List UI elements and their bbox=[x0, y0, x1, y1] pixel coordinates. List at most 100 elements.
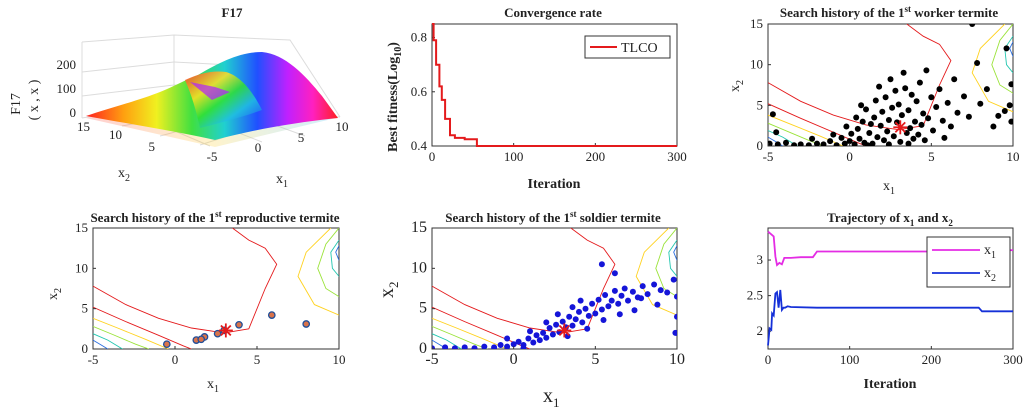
search-point bbox=[944, 99, 951, 106]
search-point bbox=[569, 322, 576, 329]
search-point bbox=[814, 140, 820, 146]
worker-x-label: x1 bbox=[883, 179, 895, 197]
surface-z-tick: 200 bbox=[57, 57, 77, 72]
contour-line bbox=[335, 245, 339, 261]
trajectory-title-text: Trajectory of x1 and x2 bbox=[827, 210, 953, 228]
worker-y-label: x2 bbox=[728, 80, 746, 92]
x-tick-label: 300 bbox=[667, 149, 687, 164]
search-point bbox=[820, 141, 827, 146]
search-point bbox=[951, 76, 958, 83]
search-point bbox=[543, 319, 550, 326]
contour-line bbox=[432, 317, 508, 349]
search-point bbox=[618, 292, 625, 299]
search-point bbox=[898, 112, 905, 119]
surface-z-label-args: ( x , x ) bbox=[27, 79, 42, 120]
x-tick-label: 5 bbox=[254, 352, 261, 367]
surface-y-label: x2 bbox=[118, 166, 130, 184]
search-point bbox=[639, 283, 646, 290]
soldier-y-label-var: x bbox=[376, 288, 398, 298]
search-point bbox=[654, 301, 661, 308]
search-point bbox=[670, 276, 677, 283]
surface-y-ticks: 15 10 5 bbox=[77, 119, 155, 154]
surface-x-tick: -5 bbox=[207, 149, 218, 164]
search-point bbox=[783, 139, 789, 146]
search-point bbox=[910, 135, 917, 142]
surface-x-tick: 0 bbox=[255, 140, 262, 155]
y-tick-label: 0.8 bbox=[411, 30, 427, 45]
y-tick-label: 10 bbox=[750, 57, 763, 72]
reproductive-axes bbox=[92, 227, 340, 350]
convergence-x-label: Iteration bbox=[528, 177, 581, 192]
search-point bbox=[1008, 118, 1013, 125]
reproductive-x-label: x1 bbox=[207, 377, 219, 395]
search-point bbox=[884, 128, 891, 135]
legend-x1-var: x bbox=[984, 243, 991, 258]
contour-line bbox=[317, 228, 339, 297]
search-point bbox=[921, 137, 928, 144]
x-tick-label: 300 bbox=[1003, 352, 1023, 367]
contour-line bbox=[668, 239, 677, 277]
search-point bbox=[939, 117, 946, 124]
reproductive-title: Search history of the 1st reproductive t… bbox=[90, 209, 339, 225]
search-point bbox=[605, 303, 612, 310]
search-point bbox=[864, 142, 871, 146]
search-point bbox=[546, 325, 553, 331]
search-point bbox=[843, 123, 850, 130]
search-point bbox=[674, 313, 677, 320]
search-point bbox=[533, 332, 540, 339]
search-point bbox=[497, 342, 504, 348]
x-tick-label: 10 bbox=[1007, 149, 1020, 164]
search-point bbox=[461, 344, 468, 349]
search-point bbox=[768, 140, 773, 146]
reproductive-contours bbox=[93, 228, 339, 349]
search-point bbox=[887, 76, 894, 83]
search-point bbox=[876, 83, 883, 90]
x-tick-label: 0 bbox=[429, 149, 436, 164]
trajectory-title-part: Trajectory of x bbox=[827, 210, 910, 225]
search-point bbox=[442, 344, 449, 349]
trajectory-title-part: 2 bbox=[948, 218, 953, 228]
search-point bbox=[866, 130, 873, 136]
search-point bbox=[908, 91, 915, 98]
search-point bbox=[549, 331, 556, 338]
search-point bbox=[621, 285, 628, 292]
reproductive-panel: Search history of the 1st reproductive t… bbox=[46, 209, 346, 395]
search-point bbox=[773, 129, 780, 136]
reproductive-points bbox=[162, 311, 311, 349]
search-point bbox=[905, 140, 912, 146]
surface-y-tick: 5 bbox=[149, 139, 156, 154]
search-point bbox=[559, 318, 566, 325]
search-point bbox=[995, 112, 1002, 119]
search-point bbox=[869, 140, 876, 146]
search-point bbox=[1001, 108, 1008, 114]
surface-y-tick: 15 bbox=[77, 119, 90, 134]
search-point bbox=[872, 97, 879, 104]
search-point bbox=[520, 345, 527, 349]
search-point bbox=[879, 108, 886, 115]
search-point bbox=[1008, 81, 1013, 88]
search-point bbox=[827, 138, 834, 145]
trajectory-x-label: Iteration bbox=[864, 377, 917, 392]
x-tick-label: 200 bbox=[922, 352, 942, 367]
contour-line bbox=[1009, 41, 1013, 57]
search-point bbox=[897, 138, 904, 145]
search-point bbox=[651, 281, 658, 288]
soldier-panel: Search history of the 1st soldier termit… bbox=[376, 209, 685, 410]
search-point bbox=[841, 140, 848, 146]
search-point bbox=[928, 94, 935, 101]
search-point bbox=[611, 270, 618, 277]
y-tick-label: 15 bbox=[75, 220, 88, 235]
search-point bbox=[890, 133, 897, 140]
search-point bbox=[867, 121, 874, 127]
search-point bbox=[530, 339, 537, 346]
search-point bbox=[577, 297, 584, 304]
search-point bbox=[540, 329, 547, 336]
soldier-title-post: soldier termite bbox=[576, 210, 660, 225]
search-point bbox=[874, 134, 881, 141]
search-point bbox=[907, 125, 914, 132]
surface-x-label-var: x bbox=[276, 172, 283, 187]
y-tick-label: 5 bbox=[419, 300, 427, 317]
x-tick-label: 100 bbox=[840, 352, 860, 367]
y-tick-label: 0 bbox=[757, 138, 764, 153]
